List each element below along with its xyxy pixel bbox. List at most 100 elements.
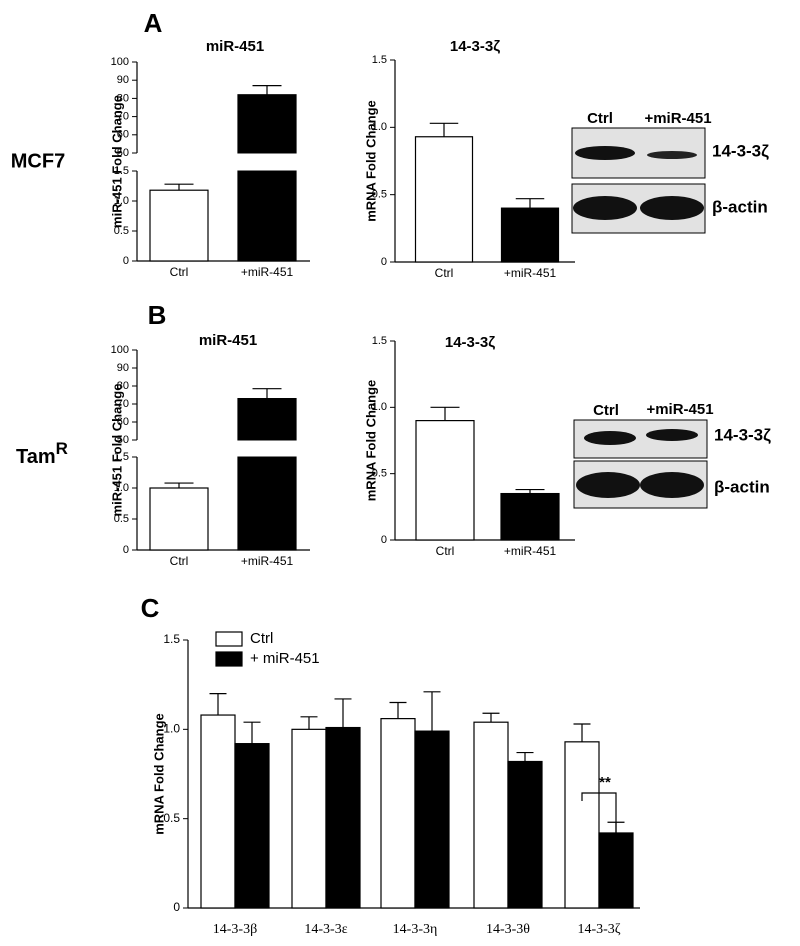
- chart: 0 0.5 1.0 1.5 50 60 70 80 90 100 miR-451 miR-451 Fo…: [109, 332, 310, 568]
- y-tick-label: 1.0: [372, 121, 387, 133]
- panel-label: B: [148, 300, 167, 330]
- y-tick-label: 0.5: [163, 811, 180, 825]
- western-blot: Ctrl +miR-451 14-3-3ζ β-actin: [571, 110, 769, 234]
- x-tick-label: 14-3-3ζ: [577, 922, 620, 937]
- legend-label: + miR-451: [250, 650, 320, 667]
- x-tick-label: 14-3-3ε: [304, 922, 347, 937]
- blot-row-label: 14-3-3ζ: [712, 141, 769, 160]
- x-tick-label: Ctrl: [170, 554, 189, 568]
- bar: [564, 741, 600, 909]
- western-blot: Ctrl +miR-451 14-3-3ζ β-actin: [573, 401, 771, 509]
- axis-break-gap: [237, 153, 297, 171]
- y-tick-label: 1.0: [163, 722, 180, 736]
- x-tick-label: 14-3-3θ: [486, 922, 530, 937]
- y-tick-label: 80: [117, 380, 129, 392]
- x-tick-label: 14-3-3β: [213, 922, 257, 937]
- chart: 0 0.5 1.0 1.5 50 60 70 80 90 100 miR-451 miR-451 Fo…: [109, 38, 310, 279]
- y-axis-label: mRNA Fold Change: [363, 380, 378, 502]
- bar: [291, 728, 327, 909]
- chart-title: miR-451: [199, 332, 257, 349]
- y-tick-label: 70: [117, 111, 129, 123]
- y-tick-label: 100: [111, 56, 129, 68]
- y-tick-label: 0: [123, 544, 129, 556]
- row-label-sup: R: [56, 439, 68, 458]
- x-tick-label: Ctrl: [170, 265, 189, 279]
- y-tick-label: 0: [381, 256, 387, 268]
- band: [647, 151, 697, 159]
- chart-title: 14-3-3ζ: [445, 334, 495, 351]
- x-tick-label: Ctrl: [436, 544, 455, 558]
- y-tick-label: 0: [381, 534, 387, 546]
- y-tick-label: 0.5: [114, 225, 129, 237]
- bar: [414, 730, 450, 909]
- y-tick-label: 100: [111, 344, 129, 356]
- blot-row-label: β-actin: [712, 197, 768, 216]
- x-tick-label: +miR-451: [504, 544, 557, 558]
- y-axis-label: miR-451 Fold Change: [109, 384, 124, 517]
- y-tick-label: 1.0: [372, 401, 387, 413]
- y-tick-label: 90: [117, 74, 129, 86]
- y-tick-label: 1.5: [372, 335, 387, 347]
- y-tick-label: 70: [117, 398, 129, 410]
- y-tick-label: 0: [123, 255, 129, 267]
- y-tick-label: 50: [117, 434, 129, 446]
- y-tick-label: 1.0: [114, 482, 129, 494]
- bar: [325, 726, 361, 909]
- bar: [507, 760, 543, 909]
- row-label: MCF7: [11, 150, 65, 172]
- y-tick-label: 0.5: [372, 468, 387, 480]
- band: [640, 196, 704, 220]
- y-tick-label: 60: [117, 129, 129, 141]
- y-tick-label: 1.0: [114, 195, 129, 207]
- lane-label: Ctrl: [587, 110, 613, 127]
- y-tick-label: 1.5: [372, 54, 387, 66]
- bar: [473, 721, 509, 909]
- y-tick-label: 90: [117, 362, 129, 374]
- y-tick-label: 0.5: [114, 513, 129, 525]
- bar: [234, 743, 270, 909]
- x-tick-label: +miR-451: [504, 266, 557, 280]
- x-tick-label: +miR-451: [241, 265, 294, 279]
- bar: [414, 136, 474, 263]
- blot-row-label: 14-3-3ζ: [714, 425, 771, 444]
- bar: [500, 492, 560, 541]
- blot-row-label: β-actin: [714, 477, 770, 496]
- band: [576, 472, 640, 498]
- bar: [500, 207, 560, 263]
- y-tick-label: 0: [173, 900, 180, 914]
- y-tick-label: 50: [117, 147, 129, 159]
- bar: [380, 718, 416, 909]
- chart-title: miR-451: [206, 38, 264, 55]
- bar: [149, 189, 209, 262]
- legend-swatch: [215, 651, 243, 667]
- chart: 0 0.5 1.0 1.5 14-3-3ζ mRNA Fold Change Ctrl +mi…: [363, 38, 575, 280]
- panel-label: A: [144, 8, 163, 38]
- row-label-text: Tam: [16, 446, 56, 468]
- bar: [200, 714, 236, 909]
- x-tick-label: +miR-451: [241, 554, 294, 568]
- lane-label: +miR-451: [644, 110, 711, 127]
- y-tick-label: 1.5: [163, 632, 180, 646]
- y-tick-label: 1.5: [114, 165, 129, 177]
- band: [640, 472, 704, 498]
- x-tick-label: Ctrl: [435, 266, 454, 280]
- significance-bracket: [581, 792, 617, 863]
- legend-label: Ctrl: [250, 630, 273, 647]
- legend-swatch: [215, 631, 243, 647]
- y-axis-label: miR-451 Fold Change: [109, 95, 124, 228]
- band: [575, 146, 635, 160]
- bar: [149, 487, 209, 551]
- y-axis-label: mRNA Fold Change: [363, 100, 378, 222]
- bar: [415, 420, 475, 541]
- lane-label: Ctrl: [593, 402, 619, 419]
- lane-label: +miR-451: [646, 401, 713, 418]
- annotation: **: [599, 774, 611, 791]
- row-label: TamR: [16, 439, 68, 468]
- panel-label: C: [141, 593, 160, 623]
- chart: 0 0.5 1.0 1.5 mRNA Fold Change 14-3-3β 14-3-3ε…: [151, 630, 640, 937]
- y-tick-label: 80: [117, 92, 129, 104]
- band: [573, 196, 637, 220]
- y-tick-label: 1.5: [114, 451, 129, 463]
- bar: [237, 398, 297, 551]
